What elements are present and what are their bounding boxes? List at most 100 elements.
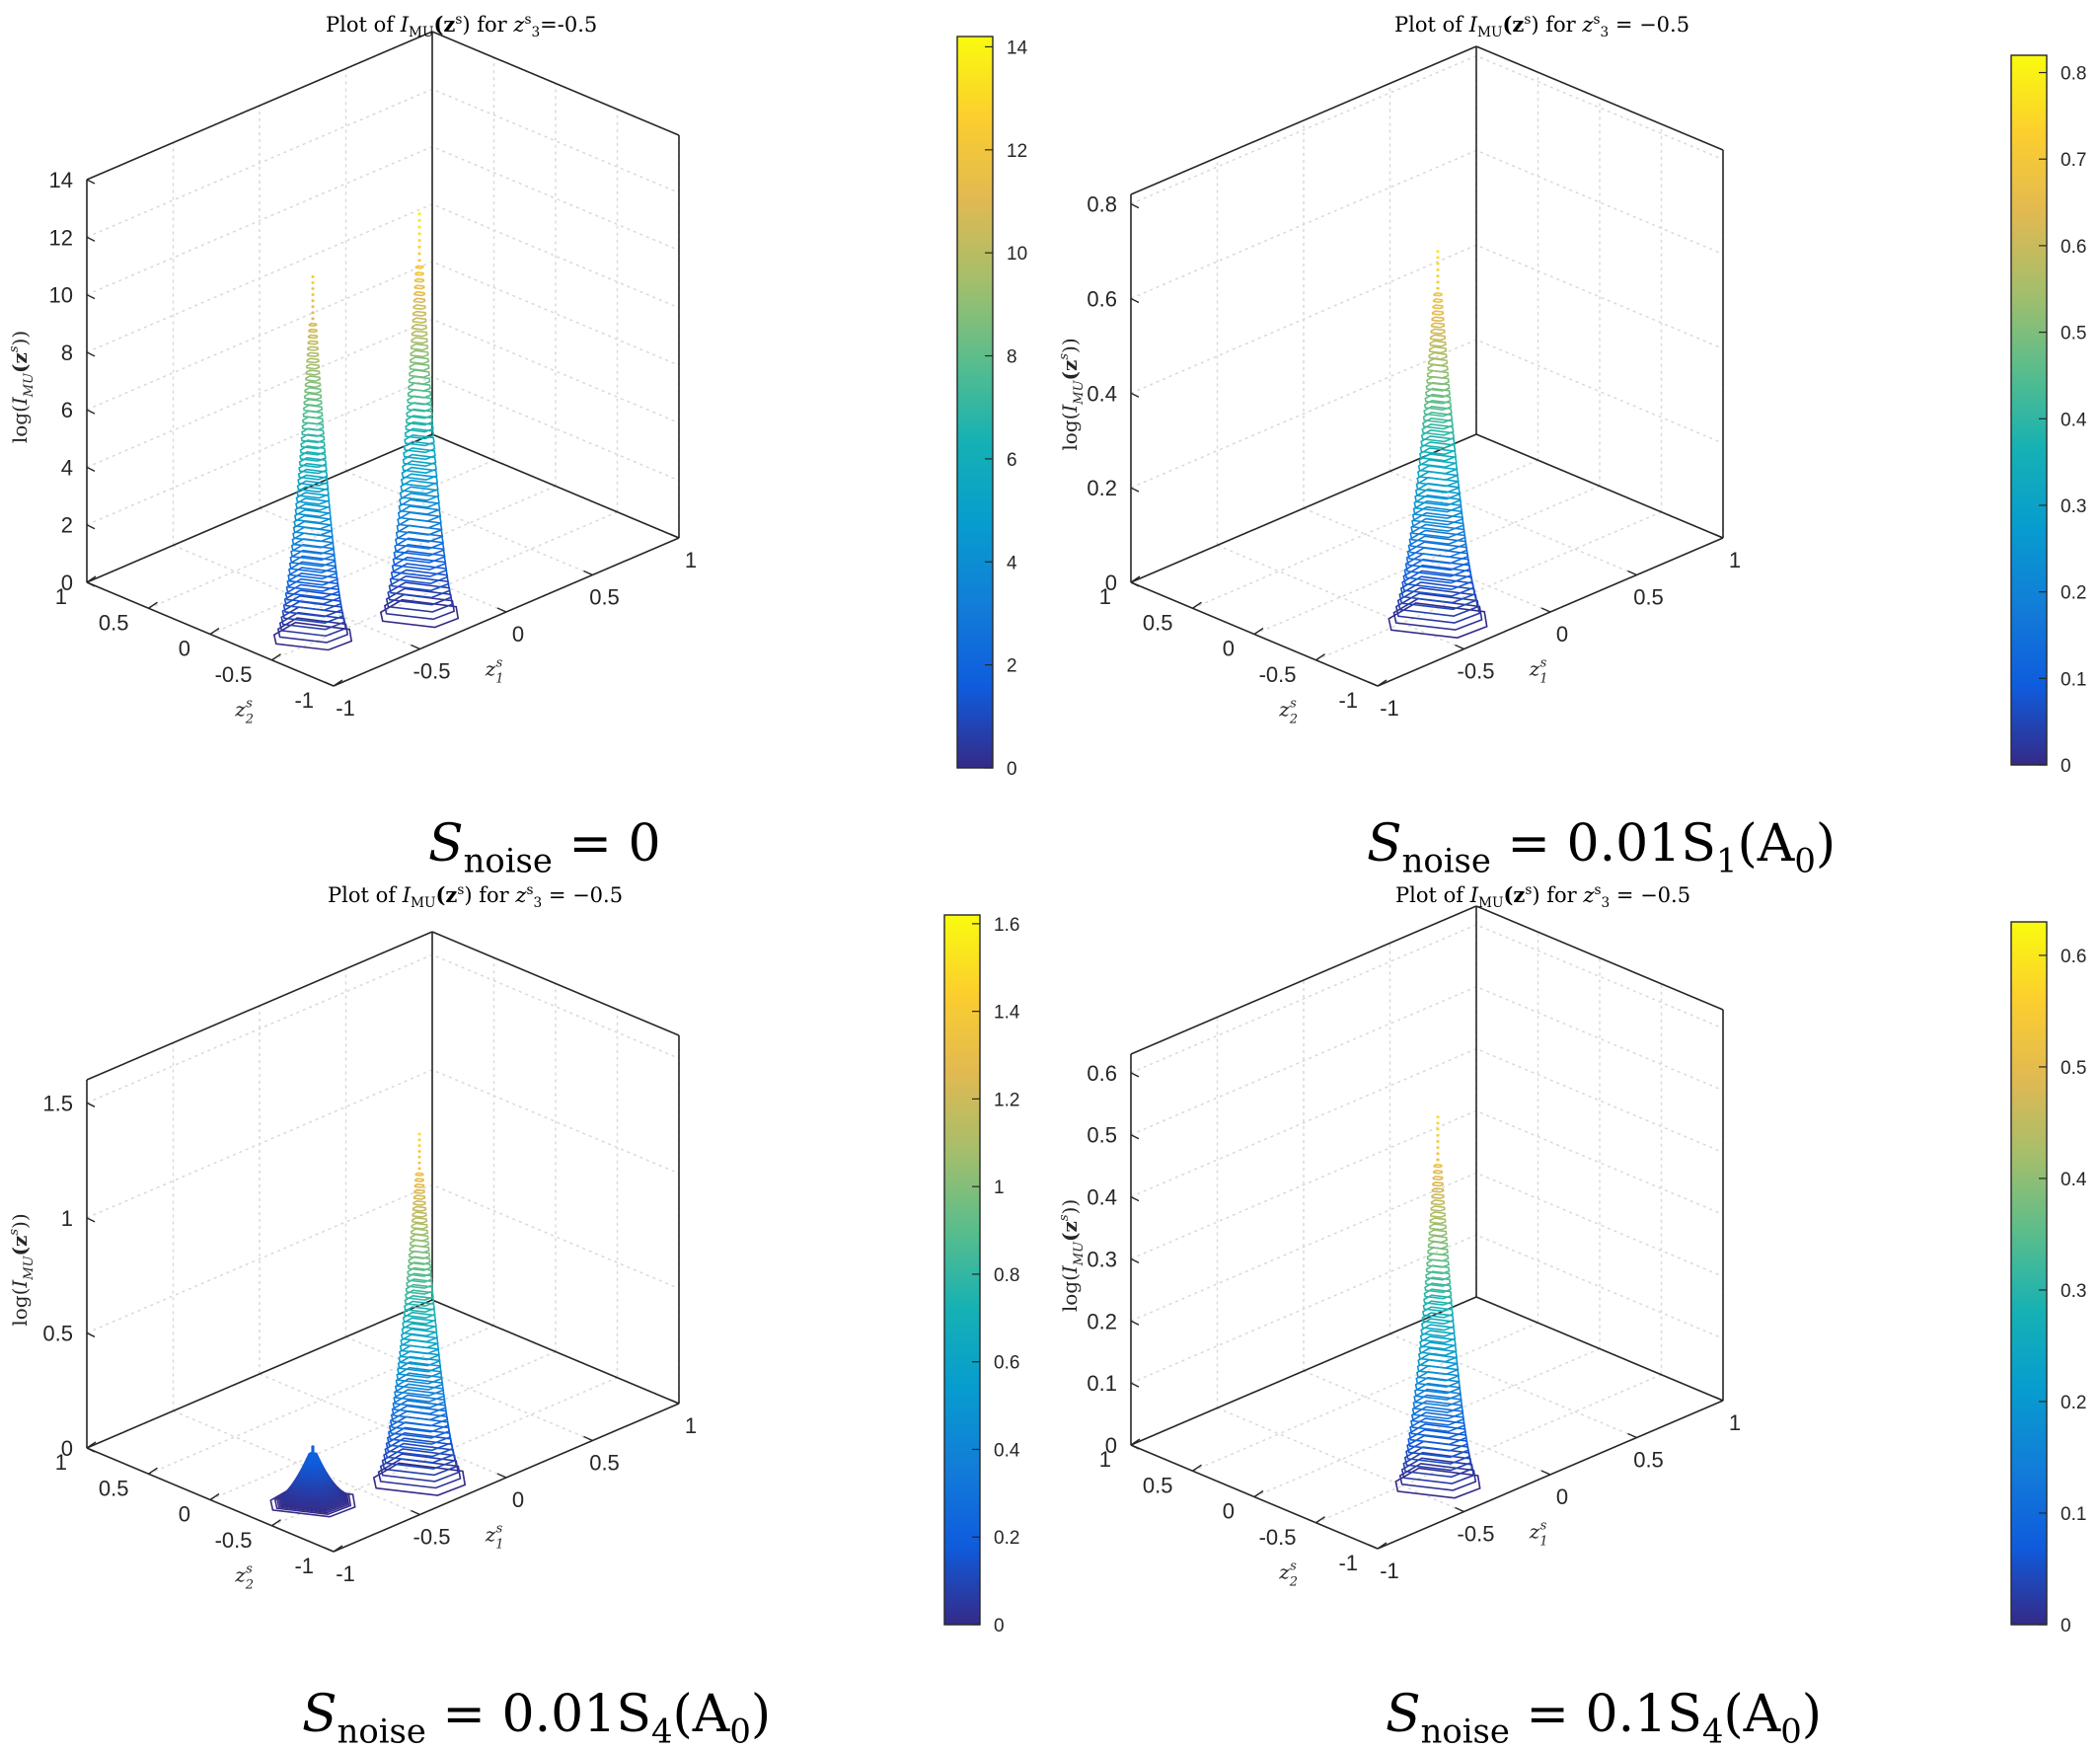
contour-level bbox=[403, 447, 436, 461]
contour-level bbox=[1436, 1152, 1440, 1156]
caption-rhs: = 0 bbox=[552, 814, 661, 874]
y-tick-label: -1 bbox=[294, 1554, 314, 1578]
title-bold: (z bbox=[1502, 12, 1525, 37]
contour-level bbox=[391, 1400, 448, 1421]
contour-level bbox=[417, 1132, 421, 1136]
contour-level bbox=[1422, 412, 1454, 423]
contour-level bbox=[303, 392, 323, 401]
z-tick bbox=[86, 581, 96, 587]
colorbar-tick-label: 10 bbox=[1007, 244, 1027, 265]
contour-level bbox=[1431, 1193, 1445, 1199]
z-tick bbox=[1130, 1257, 1140, 1264]
contour-level bbox=[1429, 1211, 1447, 1218]
contour-level bbox=[393, 543, 446, 564]
contour-level bbox=[403, 440, 436, 454]
contour-level bbox=[417, 239, 421, 242]
z-tick-label: 0 bbox=[61, 571, 73, 595]
contour-level bbox=[402, 1317, 437, 1332]
axis-edge bbox=[86, 31, 433, 181]
contour-level bbox=[379, 598, 460, 629]
y-tick-label: 1 bbox=[55, 1450, 67, 1475]
contour-level bbox=[394, 1383, 445, 1403]
contour-level bbox=[1398, 1462, 1477, 1491]
contour-level bbox=[296, 480, 330, 494]
z-tick-label: 2 bbox=[61, 513, 73, 538]
title-text: ) for bbox=[462, 13, 514, 37]
contour-level bbox=[298, 462, 328, 475]
contour-level bbox=[298, 456, 328, 469]
x-tick bbox=[496, 607, 507, 613]
x-tick-label: -1 bbox=[1380, 696, 1399, 721]
contour-level bbox=[396, 1366, 443, 1385]
grid-line bbox=[1130, 924, 1724, 1074]
colorbar: 0 0.1 0.2 0.3 0.4 0.5 0.6 bbox=[2010, 921, 2087, 1636]
colorbar-tick-label: 0 bbox=[1007, 759, 1017, 780]
grid-line bbox=[1130, 985, 1724, 1136]
grid-line bbox=[86, 953, 680, 1104]
z-tick bbox=[86, 1217, 96, 1223]
z-tick bbox=[1130, 1134, 1140, 1140]
contour-level bbox=[1423, 1288, 1453, 1300]
caption-sub: noise bbox=[463, 841, 553, 880]
contour-level bbox=[411, 337, 428, 344]
contour-level bbox=[381, 1448, 458, 1477]
title-sup: s bbox=[1594, 882, 1602, 898]
contour-level bbox=[417, 259, 421, 263]
contour-level bbox=[390, 1405, 449, 1427]
x-tick bbox=[669, 1399, 680, 1405]
x-tick-label: 1 bbox=[1729, 548, 1741, 572]
y-tick bbox=[1130, 575, 1141, 583]
contour-level bbox=[1408, 1423, 1467, 1446]
z-axis-label: log(IMU(zs)) bbox=[1057, 338, 1087, 450]
z-tick bbox=[86, 466, 96, 473]
contour-level bbox=[405, 1283, 434, 1295]
x-tick-label: 0 bbox=[512, 622, 524, 647]
x-tick bbox=[1368, 681, 1379, 687]
axis-edge bbox=[1475, 1296, 1724, 1402]
contour-level bbox=[300, 439, 326, 450]
contour-level bbox=[404, 427, 435, 440]
contour-level bbox=[305, 369, 321, 376]
caption-sub: 1 bbox=[1715, 841, 1738, 880]
plot-title: Plot of IMU(zs) for zs3 = −0.5 bbox=[1395, 882, 1690, 911]
contour-level bbox=[311, 299, 315, 302]
contour-level bbox=[417, 225, 421, 229]
contour-level bbox=[1421, 423, 1455, 436]
grid-line bbox=[86, 145, 680, 296]
contour-level bbox=[308, 328, 318, 334]
x-tick bbox=[669, 533, 680, 539]
contour-level bbox=[1410, 1411, 1465, 1433]
contour-level bbox=[1425, 1270, 1451, 1281]
colorbar-tick-label: 0 bbox=[2061, 1616, 2071, 1636]
contour-level bbox=[311, 293, 315, 296]
contour-level bbox=[1429, 340, 1447, 347]
title-value: = −0.5 bbox=[1610, 883, 1691, 907]
panel-caption: Snoise = 0.1S4(A0) bbox=[1386, 1685, 1822, 1750]
contour-level bbox=[412, 1205, 427, 1212]
contour-level bbox=[299, 451, 327, 462]
contour-level bbox=[1432, 304, 1444, 310]
contour-level bbox=[412, 304, 426, 311]
z-tick bbox=[1130, 1072, 1140, 1078]
title-text: Plot of bbox=[1394, 13, 1469, 37]
grid-line bbox=[1315, 1374, 1662, 1524]
x-tick-label: 1 bbox=[1729, 1410, 1741, 1435]
contour-level bbox=[413, 277, 425, 283]
contour-level bbox=[406, 1278, 433, 1289]
contour-level bbox=[1413, 1382, 1462, 1401]
x-tick bbox=[1368, 1544, 1379, 1550]
contour-level bbox=[411, 1216, 428, 1224]
contour-level bbox=[1422, 418, 1454, 430]
colorbar-tick-label: 0.6 bbox=[2061, 947, 2086, 967]
x-tick-label: -1 bbox=[336, 1561, 355, 1586]
contour-level bbox=[308, 1451, 318, 1457]
contour-level bbox=[1407, 535, 1468, 559]
contour-level bbox=[417, 245, 421, 249]
z-tick bbox=[1130, 297, 1140, 304]
z-tick-label: 0 bbox=[1105, 1433, 1117, 1458]
contour-level bbox=[1419, 441, 1457, 456]
x-axis-label: z1s bbox=[485, 1521, 504, 1552]
caption-rhs: = 0.01S bbox=[425, 1685, 651, 1744]
contour-level bbox=[394, 537, 445, 557]
contour-level bbox=[1428, 351, 1448, 360]
